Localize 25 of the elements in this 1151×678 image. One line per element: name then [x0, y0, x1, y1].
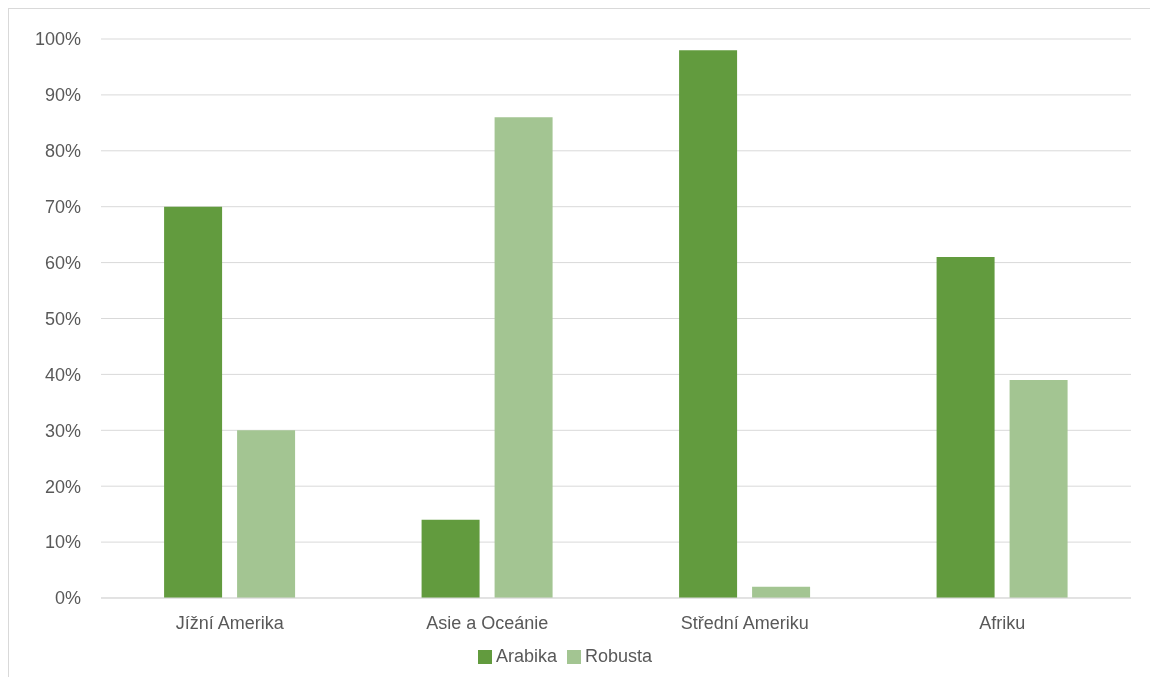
y-tick-label: 10%	[44, 532, 81, 553]
bar	[237, 430, 296, 598]
x-tick-label: Střední Ameriku	[680, 612, 809, 633]
y-tick-label: 70%	[44, 197, 81, 218]
x-tick-label: Asie a Oceánie	[426, 612, 549, 633]
y-tick-label: 90%	[44, 85, 81, 106]
y-tick-label: 80%	[44, 141, 81, 162]
legend-label: Robusta	[584, 646, 653, 666]
y-tick-label: 100%	[34, 29, 81, 50]
y-tick-label: 20%	[44, 476, 81, 497]
x-tick-label: Jížní Amerika	[175, 612, 285, 633]
x-tick-label: Afriku	[979, 612, 1026, 633]
bar	[164, 206, 223, 598]
bar	[936, 257, 995, 598]
y-tick-label: 40%	[44, 364, 81, 385]
legend-label: Arabika	[495, 646, 557, 666]
y-tick-label: 30%	[44, 420, 81, 441]
bar	[752, 586, 811, 598]
y-tick-label: 60%	[44, 252, 81, 273]
bar	[679, 50, 738, 598]
y-tick-label: 0%	[54, 588, 81, 609]
bar	[494, 117, 553, 598]
bar	[1009, 379, 1068, 598]
y-tick-label: 50%	[44, 308, 81, 329]
bar	[421, 519, 480, 598]
